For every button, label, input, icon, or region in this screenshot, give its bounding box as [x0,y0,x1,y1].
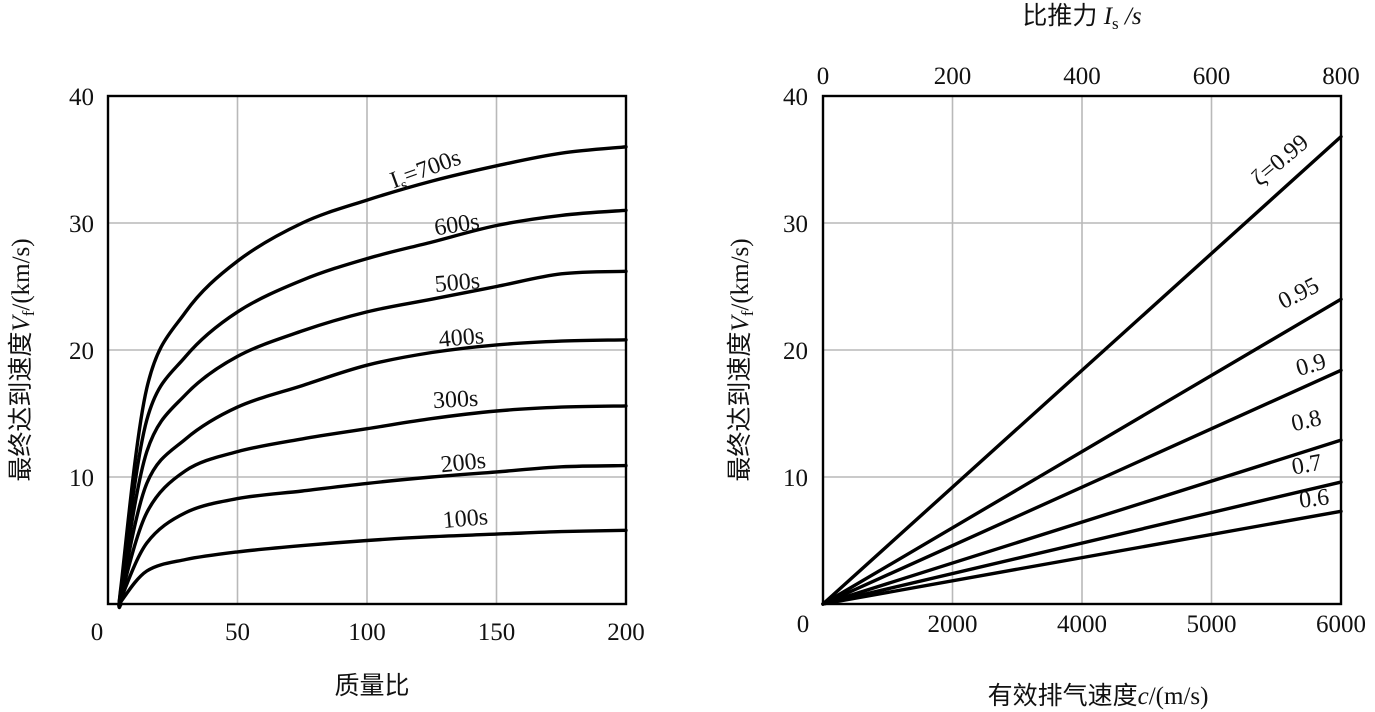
right-y-axis-title-suffix: /(km/s) [727,238,754,310]
left-series-line-500s [117,269,628,609]
left-series-label-700s: Is=700s [387,145,466,197]
right-top-axis-title-prefix: 比推力 [1022,2,1103,30]
right-curves [821,134,1343,606]
right-y-tick-label: 20 [783,338,808,365]
left-series-line-100s [117,528,628,607]
right-series-label-0.6: 0.6 [1298,484,1331,513]
left-series-line-600s [117,208,628,609]
right-x-axis-title-suffix: /(m/s) [1149,683,1209,710]
right-top-tick-label: 600 [1193,63,1231,90]
left-series-label-100s: 100s [442,504,489,534]
right-series-label-0.7: 0.7 [1290,450,1324,481]
right-top-tick-label: 0 [817,63,830,90]
right-y-tick-label: 10 [783,465,808,492]
right-x-axis-title: 有效排气速度c/(m/s) [988,682,1209,710]
right-tick-labels: 2000 4000 5000 6000 0 200 400 600 800 10 20 30 40 [783,63,1366,638]
right-y-axis-title-sub: f [738,310,757,316]
left-series-label-300s: 300s [432,386,479,414]
right-chart-exhaust-velocity: 2000 4000 5000 6000 0 200 400 600 800 10 20 30 40 ζ=… [726,2,1366,710]
right-x-axis-title-prefix: 有效排气速度 [988,682,1138,710]
right-top-tick-label: 200 [934,63,972,90]
right-y-axis-title-var: V [727,314,754,332]
right-x-tick-label: 2000 [928,611,978,638]
right-series-line-0.95 [821,297,1343,606]
right-x-tick-label: 6000 [1316,611,1366,638]
left-y-axis-title-sub: f [19,310,38,316]
right-series-line-0.9 [821,368,1343,606]
right-top-axis-title-suffix: /s [1119,3,1142,30]
left-y-axis-title: 最终达到速度Vf/(km/s) [7,238,38,481]
right-y-axis-title-prefix: 最终达到速度 [726,332,754,482]
left-series-line-400s [117,338,628,608]
right-y-tick-label: 30 [783,211,808,238]
right-y-tick-label: 40 [783,84,808,111]
left-plot-frame [106,94,628,606]
right-series-label-0.8: 0.8 [1289,405,1324,437]
right-series-label-0.95: 0.95 [1274,273,1323,315]
left-x-tick-label: 50 [225,619,250,646]
left-tick-labels: 50 100 150 200 10 20 30 40 [69,84,645,646]
right-x-tick-label: 4000 [1057,611,1107,638]
right-top-tick-label: 800 [1322,63,1360,90]
right-x-tick-label: 5000 [1187,611,1237,638]
left-series-line-700s [117,145,628,610]
left-series-line-200s [117,463,628,607]
left-y-axis-title-suffix: /(km/s) [8,238,35,310]
left-x-tick-label: 150 [478,619,516,646]
left-grid [108,96,626,604]
left-x-axis-title: 质量比 [334,672,409,700]
right-series-line-ζ=0.99 [821,134,1343,606]
left-y-tick-label: 40 [69,84,94,111]
left-y-axis-title-prefix: 最终达到速度 [7,332,35,482]
right-series-line-0.8 [821,438,1343,606]
left-series-line-300s [117,404,628,608]
right-top-axis-title: 比推力 Is /s [1022,2,1141,33]
left-curves [117,145,628,610]
left-series-label-200s: 200s [439,448,487,479]
left-x-tick-label: 100 [348,619,386,646]
left-origin-label: 0 [91,619,104,646]
left-series-label-600s: 600s [432,209,481,242]
right-series-line-0.7 [821,480,1343,606]
left-y-tick-label: 10 [69,465,94,492]
right-top-axis-title-var: I [1103,3,1114,30]
left-y-tick-label: 30 [69,211,94,238]
left-chart-mass-ratio: 50 100 150 200 10 20 30 40 100s 200s 300s 400s 500s… [7,84,645,700]
right-y-axis-title: 最终达到速度Vf/(km/s) [726,238,757,481]
right-series-line-0.6 [821,509,1343,606]
right-plot-frame [821,94,1343,606]
left-y-axis-title-var: V [8,314,35,332]
left-y-tick-label: 20 [69,338,94,365]
left-x-tick-label: 200 [607,619,645,646]
right-series-label-ζ=0.99: ζ=0.99 [1247,130,1314,192]
right-top-tick-label: 400 [1063,63,1101,90]
left-series-label-400s: 400s [438,323,485,353]
right-origin-label: 0 [797,611,810,638]
right-top-axis-title-sub: s [1112,14,1119,33]
right-x-axis-title-var: c [1138,683,1149,710]
left-series-label-500s: 500s [434,268,481,298]
